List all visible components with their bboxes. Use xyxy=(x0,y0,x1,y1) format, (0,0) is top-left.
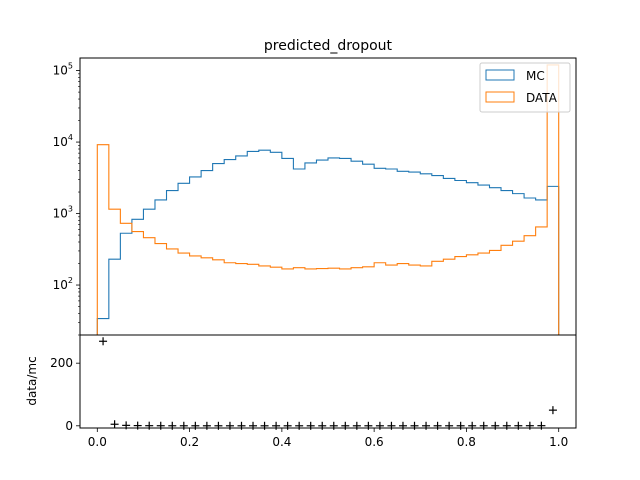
legend: MC DATA xyxy=(479,62,571,113)
ratio-point xyxy=(145,421,154,430)
ratio-point xyxy=(491,421,500,430)
y-tick-label: 105 xyxy=(53,62,73,78)
y-tick-label: 102 xyxy=(53,276,73,292)
ratio-point xyxy=(514,421,523,430)
ratio-point xyxy=(295,421,304,430)
histogram-step-data xyxy=(96,64,560,335)
ratio-y-axis: 0 200 xyxy=(50,356,80,433)
legend-box xyxy=(479,62,571,113)
ratio-point xyxy=(422,421,431,430)
ratio-point xyxy=(548,406,557,415)
ratio-point xyxy=(122,421,131,430)
ratio-point xyxy=(191,421,200,430)
ratio-y-axis-label: data/mc xyxy=(25,356,39,405)
ratio-point xyxy=(537,421,546,430)
x-tick-label: 0.0 xyxy=(88,435,107,449)
ratio-point xyxy=(99,337,108,346)
ratio-y-tick-label: 200 xyxy=(50,356,73,370)
legend-label-data: DATA xyxy=(526,91,558,105)
ratio-points xyxy=(99,337,557,430)
ratio-point xyxy=(456,421,465,430)
y-tick-label: 103 xyxy=(53,205,73,221)
histogram-step-mc xyxy=(96,149,560,335)
x-tick-label: 1.0 xyxy=(549,435,568,449)
y-tick-label: 104 xyxy=(53,133,73,149)
ratio-point xyxy=(468,421,477,430)
ratio-point xyxy=(364,421,373,430)
ratio-point xyxy=(179,421,188,430)
chart-title: predicted_dropout xyxy=(264,38,393,54)
ratio-point xyxy=(352,421,361,430)
legend-swatch-data xyxy=(485,91,515,103)
ratio-y-tick-label: 0 xyxy=(65,419,73,433)
ratio-point xyxy=(237,421,246,430)
histogram-panel: 102 103 104 105 xyxy=(53,57,577,336)
legend-item-mc: MC xyxy=(485,69,545,83)
x-tick-label: 0.2 xyxy=(180,435,199,449)
x-tick-label: 0.8 xyxy=(457,435,476,449)
x-tick-label: 0.4 xyxy=(272,435,291,449)
legend-item-data: DATA xyxy=(485,91,558,105)
ratio-point xyxy=(433,421,442,430)
ratio-point xyxy=(214,421,223,430)
ratio-point xyxy=(398,421,407,430)
ratio-point xyxy=(445,421,454,430)
ratio-panel: 0 200 0.0 0.2 0.4 0.6 0.8 1.0 data/mc xyxy=(25,334,577,449)
ratio-point xyxy=(502,421,511,430)
ratio-point xyxy=(272,421,281,430)
ratio-point xyxy=(110,420,119,429)
ratio-point xyxy=(202,421,211,430)
ratio-point xyxy=(306,421,315,430)
ratio-point xyxy=(341,421,350,430)
ratio-x-axis: 0.0 0.2 0.4 0.6 0.8 1.0 xyxy=(88,428,568,449)
ratio-point xyxy=(260,421,269,430)
ratio-point xyxy=(329,421,338,430)
ratio-point xyxy=(525,421,534,430)
ratio-point xyxy=(410,421,419,430)
ratio-point xyxy=(156,421,165,430)
legend-swatch-mc xyxy=(485,69,515,81)
ratio-point xyxy=(168,421,177,430)
x-tick-label: 0.6 xyxy=(365,435,384,449)
histogram-series xyxy=(96,64,560,335)
ratio-point xyxy=(318,421,327,430)
ratio-point xyxy=(387,421,396,430)
legend-label-mc: MC xyxy=(526,69,545,83)
ratio-point xyxy=(375,421,384,430)
ratio-frame xyxy=(79,334,577,429)
histogram-y-axis: 102 103 104 105 xyxy=(53,62,80,336)
ratio-point xyxy=(225,421,234,430)
ratio-point xyxy=(133,421,142,430)
ratio-point xyxy=(479,421,488,430)
ratio-point xyxy=(283,421,292,430)
ratio-point xyxy=(249,421,258,430)
